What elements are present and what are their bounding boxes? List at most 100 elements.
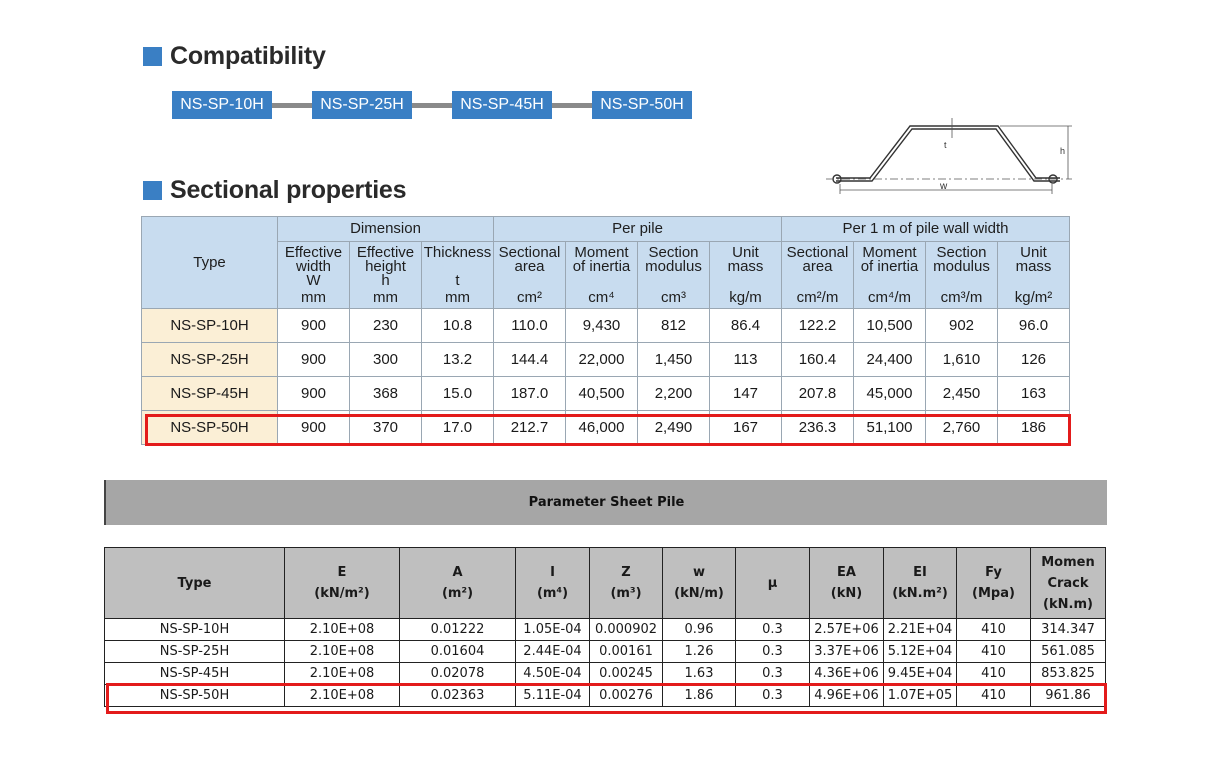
table-cell: 0.96 — [662, 618, 736, 641]
table-cell: 24,400 — [853, 342, 926, 377]
table-cell: 10,500 — [853, 308, 926, 343]
parameter-header-line: Momen — [1041, 554, 1095, 570]
table-cell: 1.63 — [662, 662, 736, 685]
parameter-header-line: (kN) — [830, 586, 863, 601]
parameter-header-line: (m³) — [610, 586, 642, 601]
parameter-column-header: Type — [104, 547, 285, 619]
column-header: Moment of inertia cm⁴/m — [853, 241, 926, 309]
table-cell: 2.10E+08 — [284, 640, 400, 663]
table-cell: 2,450 — [925, 376, 998, 411]
parameter-header-line: Crack — [1047, 575, 1089, 591]
parameter-column-header: I (m⁴) — [515, 547, 590, 619]
column-header: Sectional area cm² — [493, 241, 566, 309]
column-header-line: Sectional — [786, 243, 849, 261]
type-header: Type — [141, 216, 278, 309]
column-header: Sectional area cm²/m — [781, 241, 854, 309]
table-cell: 812 — [637, 308, 710, 343]
table-row: NS-SP-25H 2.10E+08 0.01604 2.44E-04 0.00161 1… — [104, 640, 1106, 663]
diagram-h-label: h — [1060, 146, 1065, 156]
table-cell: 314.347 — [1030, 618, 1106, 641]
parameter-column-header: μ — [735, 547, 810, 619]
heading-square-icon — [143, 181, 162, 200]
column-header: Section modulus cm³ — [637, 241, 710, 309]
table-row: NS-SP-50H 2.10E+08 0.02363 5.11E-04 0.00276 1… — [104, 684, 1106, 707]
table-cell: 368 — [349, 376, 422, 411]
table-cell: 1.26 — [662, 640, 736, 663]
column-header-line — [710, 274, 781, 288]
parameter-header-line: w — [692, 565, 705, 580]
compat-chip: NS-SP-45H — [452, 91, 552, 119]
table-cell: 1.05E-04 — [515, 618, 590, 641]
table-cell: 207.8 — [781, 376, 854, 411]
table-cell: 410 — [956, 662, 1031, 685]
table-cell: 300 — [349, 342, 422, 377]
table-cell: 410 — [956, 640, 1031, 663]
table-cell: 5.12E+04 — [883, 640, 957, 663]
column-header-line: t — [455, 271, 460, 289]
column-unit: cm³/m — [940, 288, 983, 306]
type-cell: NS-SP-25H — [141, 342, 278, 377]
table-cell: 1,450 — [637, 342, 710, 377]
table-row: NS-SP-10H 900 230 10.8 110.0 9,430 812 86.4 122.… — [141, 308, 1070, 343]
compatibility-title: Compatibility — [170, 42, 326, 70]
table-cell: 4.36E+06 — [809, 662, 884, 685]
table-cell: 2.10E+08 — [284, 618, 400, 641]
table-cell: 1.07E+05 — [883, 684, 957, 707]
table-cell: 40,500 — [565, 376, 638, 411]
column-header-line: area — [514, 257, 545, 275]
table-cell: 4.50E-04 — [515, 662, 590, 685]
sheet-pile-section-diagram: t h w — [826, 118, 1072, 194]
table-cell: 1.86 — [662, 684, 736, 707]
sectional-title: Sectional properties — [170, 176, 407, 204]
table-cell: 2,200 — [637, 376, 710, 411]
parameter-sheet-banner: Parameter Sheet Pile — [104, 480, 1107, 525]
compat-connector — [272, 102, 312, 108]
parameter-column-header: Fy (Mpa) — [956, 547, 1031, 619]
parameter-column-header: Z (m³) — [589, 547, 663, 619]
parameter-header-line: (m⁴) — [536, 586, 569, 601]
table-cell: 853.825 — [1030, 662, 1106, 685]
column-header: Effective height h mm — [349, 241, 422, 309]
column-header-line: width — [295, 257, 332, 275]
column-header-line: modulus — [933, 257, 990, 275]
table-cell: 902 — [925, 308, 998, 343]
table-cell: 900 — [277, 376, 350, 411]
table-cell: 113 — [709, 342, 782, 377]
table-cell: 122.2 — [781, 308, 854, 343]
table-row: NS-SP-45H 900 368 15.0 187.0 40,500 2,200 147 20… — [141, 376, 1070, 411]
parameter-header-line: A — [452, 565, 463, 580]
table-cell: 86.4 — [709, 308, 782, 343]
parameter-column-header: A (m²) — [399, 547, 516, 619]
table-cell: 2.44E-04 — [515, 640, 590, 663]
table-cell: 126 — [997, 342, 1070, 377]
table-row: NS-SP-25H 900 300 13.2 144.4 22,000 1,450 113 16… — [141, 342, 1070, 377]
table-cell: 3.37E+06 — [809, 640, 884, 663]
parameter-header-line: μ — [767, 575, 778, 591]
table-cell: 2.10E+08 — [284, 684, 400, 707]
parameter-header-line: E — [337, 565, 347, 580]
table-cell: 900 — [277, 342, 350, 377]
highlight-ns-sp-50h-sectional — [145, 414, 1071, 446]
column-unit: kg/m — [729, 288, 762, 306]
table-cell: 0.3 — [735, 640, 810, 663]
group-header-dimension: Dimension — [277, 216, 494, 242]
column-header-line — [998, 274, 1069, 288]
column-header-line: W — [306, 271, 321, 289]
table-cell: 0.01222 — [399, 618, 516, 641]
column-header: Section modulus cm³/m — [925, 241, 998, 309]
column-unit: cm⁴/m — [867, 288, 912, 306]
compat-chip: NS-SP-10H — [172, 91, 272, 119]
table-cell: 45,000 — [853, 376, 926, 411]
table-cell: 187.0 — [493, 376, 566, 411]
parameter-header-line: (kN.m²) — [892, 586, 948, 601]
table-cell: 163 — [997, 376, 1070, 411]
sectional-heading: Sectional properties — [143, 176, 407, 205]
column-unit: mm — [373, 288, 398, 306]
table-cell: 561.085 — [1030, 640, 1106, 663]
column-header-line: Moment — [862, 243, 917, 261]
column-header-line: Section — [648, 243, 699, 261]
column-unit: cm⁴ — [588, 288, 615, 306]
table-cell: 110.0 — [493, 308, 566, 343]
group-header-per-pile: Per pile — [493, 216, 782, 242]
table-cell: 5.11E-04 — [515, 684, 590, 707]
